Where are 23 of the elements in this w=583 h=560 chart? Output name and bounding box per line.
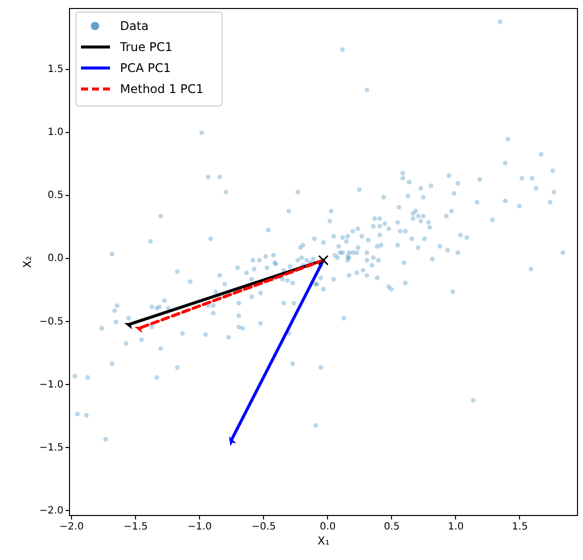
y-tick-label: 0.0 xyxy=(48,253,64,264)
x-tick-label: 1.5 xyxy=(512,522,528,532)
y-tick-label: −2.0 xyxy=(39,505,64,516)
legend-label: PCA PC1 xyxy=(120,61,171,75)
x-tick-label: −0.5 xyxy=(252,522,276,532)
legend-label: True PC1 xyxy=(119,40,173,54)
x-tick-label: 0.0 xyxy=(320,522,336,532)
y-axis-title: X₂ xyxy=(21,256,34,268)
legend-label: Data xyxy=(120,19,149,33)
x-tick-label: 1.0 xyxy=(448,522,464,532)
y-tick-label: −0.5 xyxy=(39,316,64,328)
y-tick-label: −1.5 xyxy=(39,442,64,454)
legend-label: Method 1 PC1 xyxy=(120,82,204,96)
y-tick-label: 1.5 xyxy=(48,64,64,76)
x-tick-label: −2.0 xyxy=(59,522,84,532)
x-tick-label: −1.0 xyxy=(187,522,212,532)
y-tick-label: 1.0 xyxy=(48,127,64,138)
x-tick-label: 0.5 xyxy=(384,522,400,532)
x-tick-label: −1.5 xyxy=(123,522,148,532)
point xyxy=(229,436,236,446)
y-tick-label: −1.0 xyxy=(39,379,64,390)
y-tick-label: 0.5 xyxy=(48,190,64,202)
x-axis-title: X₁ xyxy=(318,534,330,548)
